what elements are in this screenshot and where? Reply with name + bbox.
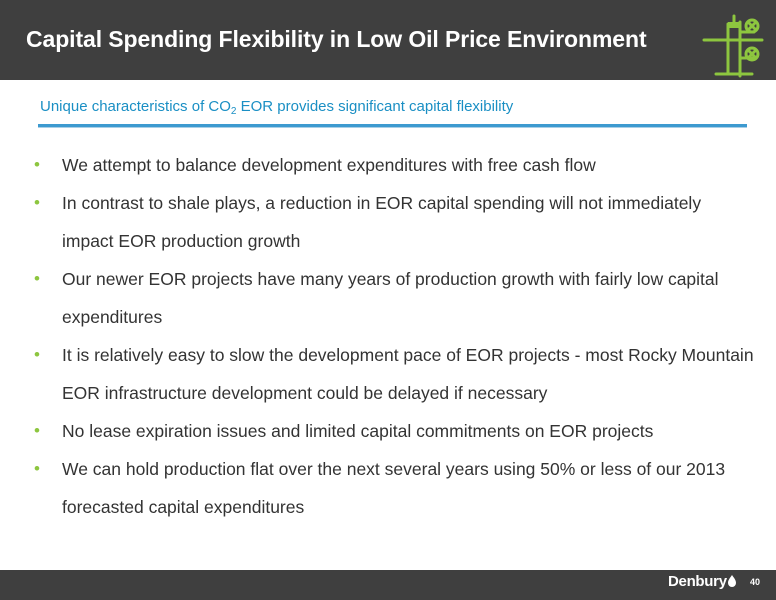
bullet-dot-icon: • — [34, 269, 40, 288]
subtitle-text-after: EOR provides significant capital flexibi… — [236, 98, 514, 115]
bullet-list: • We attempt to balance development expen… — [34, 146, 754, 526]
subtitle-subscript: 2 — [230, 106, 237, 117]
bullet-text: In contrast to shale plays, a reduction … — [62, 193, 702, 251]
bullet-dot-icon: • — [34, 421, 40, 440]
oil-drop-icon — [728, 575, 736, 587]
section-subtitle: Unique characteristics of CO2 EOR provid… — [40, 98, 513, 117]
bullet-text: We can hold production flat over the nex… — [62, 459, 726, 517]
bullet-item: • Our newer EOR projects have many years … — [34, 260, 754, 336]
page-title: Capital Spending Flexibility in Low Oil … — [26, 26, 647, 52]
bullet-text: No lease expiration issues and limited c… — [62, 421, 654, 441]
bullet-text: Our newer EOR projects have many years o… — [62, 269, 719, 327]
subtitle-divider — [38, 124, 747, 128]
wellhead-icon — [702, 14, 764, 78]
brand-logo-text: Denbury — [668, 573, 727, 590]
footer-bar — [0, 570, 776, 600]
bullet-dot-icon: • — [34, 193, 40, 212]
bullet-dot-icon: • — [34, 345, 40, 364]
bullet-text: It is relatively easy to slow the develo… — [62, 345, 754, 403]
bullet-dot-icon: • — [34, 459, 40, 478]
bullet-item: • We attempt to balance development expen… — [34, 146, 754, 184]
bullet-item: • We can hold production flat over the ne… — [34, 450, 754, 526]
page-number: 40 — [750, 577, 761, 587]
subtitle-text-before: Unique characteristics of CO — [40, 98, 231, 115]
bullet-item: • In contrast to shale plays, a reduction… — [34, 184, 754, 260]
header-bar — [0, 0, 776, 80]
bullet-item: • No lease expiration issues and limited … — [34, 412, 754, 450]
bullet-item: • It is relatively easy to slow the devel… — [34, 336, 754, 412]
bullet-dot-icon: • — [34, 155, 40, 174]
bullet-text: We attempt to balance development expend… — [62, 155, 596, 175]
